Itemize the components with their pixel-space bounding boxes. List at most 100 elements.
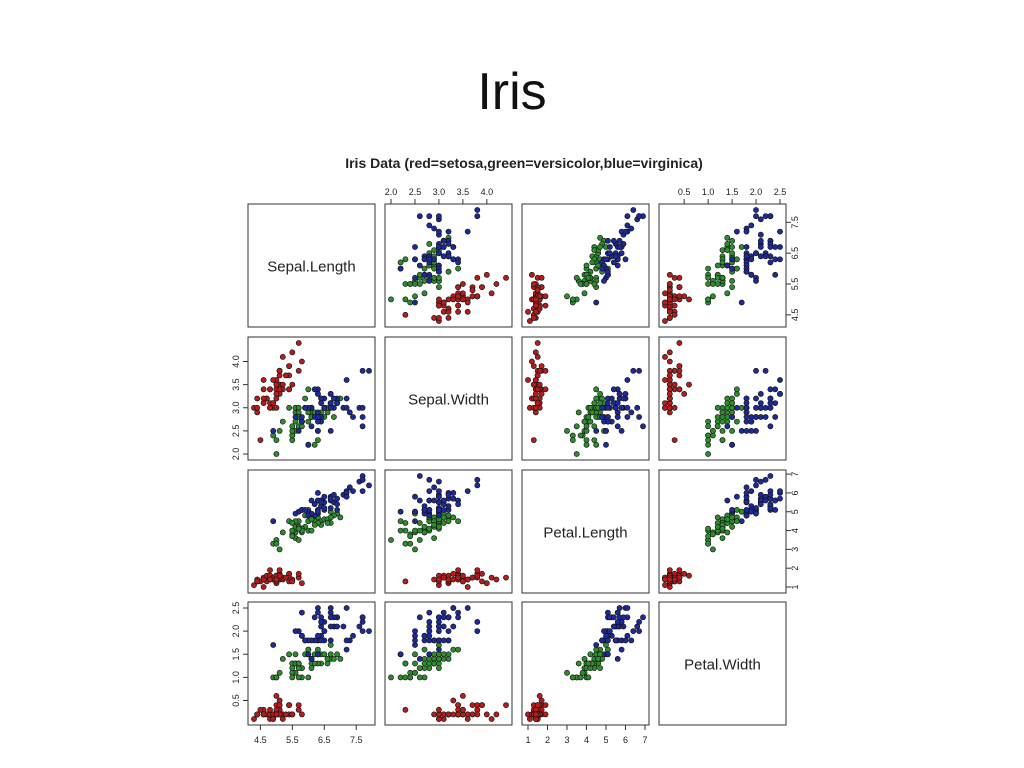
data-point: [729, 237, 735, 244]
data-point: [469, 574, 476, 581]
data-point: [302, 637, 308, 644]
data-point: [435, 314, 442, 321]
data-point: [327, 623, 334, 630]
data-point: [767, 501, 774, 508]
data-point: [356, 623, 363, 630]
data-point: [676, 567, 683, 573]
data-point: [493, 711, 500, 718]
data-point: [575, 660, 582, 667]
data-point: [777, 488, 783, 494]
data-point: [479, 284, 485, 290]
data-point: [311, 660, 318, 667]
data-point: [298, 358, 305, 365]
data-point: [435, 302, 442, 309]
data-point: [569, 437, 576, 443]
data-point: [591, 247, 598, 253]
data-point: [412, 669, 418, 676]
tick-label-sepal-length: 6.5: [318, 735, 331, 745]
data-point: [710, 531, 716, 538]
data-point: [295, 525, 302, 532]
data-point: [251, 716, 257, 722]
data-point: [416, 473, 423, 479]
data-point: [295, 537, 302, 543]
data-point: [435, 213, 442, 220]
data-point: [676, 574, 683, 581]
data-point: [738, 518, 745, 525]
data-point: [662, 318, 668, 324]
data-point: [488, 290, 495, 297]
data-point: [743, 244, 750, 250]
data-point: [314, 609, 321, 616]
data-point: [630, 367, 637, 374]
data-point: [469, 711, 476, 718]
data-point: [343, 646, 350, 653]
data-point: [276, 427, 283, 434]
data-point: [710, 293, 716, 300]
data-point: [753, 395, 759, 402]
data-point: [412, 527, 418, 534]
data-point: [270, 518, 277, 525]
data-point: [459, 296, 466, 303]
data-point: [705, 525, 711, 532]
data-point: [450, 697, 457, 704]
data-point: [366, 628, 372, 634]
data-point: [318, 400, 324, 406]
data-point: [276, 702, 283, 708]
data-point: [273, 404, 280, 411]
data-point: [618, 646, 625, 653]
data-point: [464, 299, 471, 306]
data-point: [445, 314, 452, 321]
data-point: [286, 702, 292, 708]
data-point: [724, 497, 731, 504]
data-point: [435, 512, 442, 519]
data-point: [753, 250, 759, 257]
tick-label-petal-length: 2: [790, 566, 800, 571]
data-point: [681, 293, 688, 300]
data-point: [343, 605, 350, 611]
data-point: [305, 674, 312, 681]
data-point: [426, 512, 433, 519]
data-point: [459, 706, 466, 713]
data-point: [334, 623, 340, 630]
data-point: [595, 656, 602, 662]
data-point: [599, 404, 605, 411]
data-point: [330, 414, 337, 420]
data-point: [614, 400, 621, 406]
data-point: [724, 247, 731, 253]
data-point: [753, 482, 759, 489]
data-point: [530, 281, 537, 287]
data-point: [440, 299, 447, 306]
data-point: [337, 514, 344, 521]
tick-label-sepal-width: 4.0: [231, 355, 241, 368]
data-point: [302, 395, 308, 402]
data-point: [455, 567, 461, 573]
data-point: [607, 628, 613, 634]
data-point: [585, 414, 592, 420]
data-point: [308, 423, 315, 430]
data-point: [388, 537, 394, 543]
data-point: [416, 527, 423, 534]
variable-label-petal-length: Petal.Length: [543, 525, 627, 542]
data-point: [416, 497, 423, 504]
data-point: [610, 623, 617, 630]
tick-label-petal-width: 1.0: [231, 671, 241, 684]
data-point: [450, 514, 457, 521]
panel-petal-length-vs-petal-length: [521, 469, 650, 594]
data-point: [402, 256, 409, 263]
data-point: [435, 488, 442, 494]
data-point: [757, 237, 764, 244]
data-point: [426, 277, 433, 284]
data-point: [743, 268, 750, 275]
data-point: [327, 614, 334, 621]
data-point: [671, 274, 678, 281]
data-point: [748, 427, 755, 434]
data-point: [589, 409, 596, 416]
tick-label-sepal-length: 4.5: [254, 735, 267, 745]
data-point: [536, 381, 543, 388]
data-point: [426, 240, 433, 247]
data-point: [298, 418, 305, 425]
data-point: [767, 395, 774, 402]
data-point: [260, 386, 267, 393]
data-point: [343, 395, 350, 402]
data-point: [445, 614, 452, 621]
